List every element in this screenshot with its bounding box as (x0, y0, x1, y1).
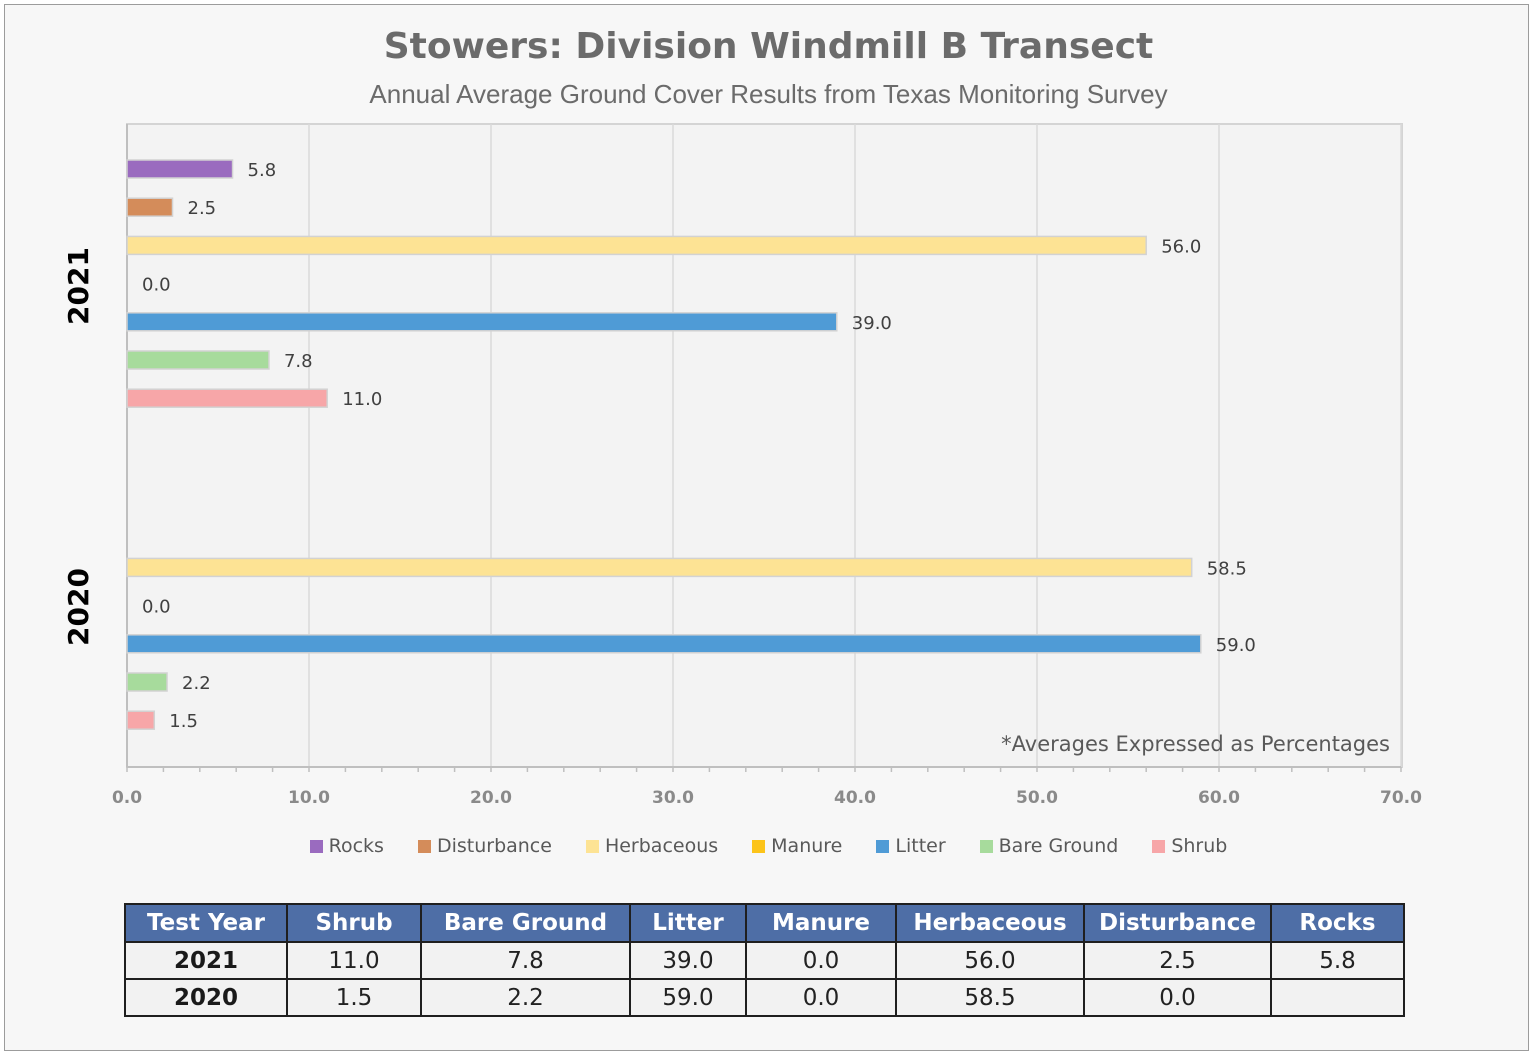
table-cell: 56.0 (895, 941, 1085, 980)
legend-item-disturbance: Disturbance (417, 835, 552, 857)
data-label-2021-manure: 0.0 (142, 275, 171, 296)
data-label-2020-manure: 0.0 (142, 597, 171, 618)
x-tick-label: 60.0 (1198, 788, 1240, 808)
table-row: 2021 11.0 7.8 39.0 0.0 56.0 2.5 5.8 (124, 941, 1405, 980)
data-label-2021-shrub: 11.0 (342, 389, 382, 410)
data-label-2021-disturbance: 2.5 (188, 198, 217, 219)
legend-item-litter: Litter (876, 835, 946, 857)
x-tick-label: 20.0 (470, 788, 512, 808)
table-cell: 58.5 (895, 978, 1085, 1017)
legend-swatch (752, 839, 766, 853)
data-label-2021-litter: 39.0 (852, 313, 892, 334)
table-header-cell: Shrub (286, 903, 422, 943)
data-label-2020-bare-ground: 2.2 (182, 673, 211, 694)
bars (126, 159, 1202, 730)
data-label-2020-shrub: 1.5 (169, 711, 198, 732)
table-cell: 2.5 (1083, 941, 1272, 980)
legend-label: Manure (771, 835, 843, 857)
legend-label: Shrub (1171, 835, 1228, 857)
table-cell: 11.0 (286, 941, 422, 980)
x-axis-tick-labels: 0.0 10.0 20.0 30.0 40.0 50.0 60.0 70.0 (112, 788, 1422, 808)
table-cell: 39.0 (629, 941, 747, 980)
table-row: 2020 1.5 2.2 59.0 0.0 58.5 0.0 (124, 978, 1405, 1017)
table-header-cell: Bare Ground (420, 903, 631, 943)
legend-swatch (417, 839, 431, 853)
table-year-cell: 2021 (124, 941, 288, 980)
legend-swatch (1152, 839, 1166, 853)
legend-swatch (309, 839, 323, 853)
legend-label: Herbaceous (604, 835, 719, 857)
chart-plot: 5.8 2.5 56.0 0.0 39.0 7.8 11.0 58.5 0.0 59.0 2.2 1.… (62, 123, 1422, 808)
bar-2021-shrub (126, 388, 328, 408)
bar-labels: 5.8 2.5 56.0 0.0 39.0 7.8 11.0 58.5 0.0 59.0 2.2 1.… (142, 160, 1256, 732)
legend: Rocks Disturbance Herbaceous Manure Litter Ba… (0, 835, 1537, 857)
legend-item-manure: Manure (752, 835, 842, 857)
legend-label: Disturbance (436, 835, 552, 857)
data-label-2020-litter: 59.0 (1216, 635, 1256, 656)
chart-subtitle: Annual Average Ground Cover Results from… (369, 79, 1168, 109)
legend-swatch (979, 839, 993, 853)
data-label-2021-bare-ground: 7.8 (284, 351, 313, 372)
legend-item-herbaceous: Herbaceous (585, 835, 719, 857)
table-header-cell: Litter (629, 903, 747, 943)
table-cell: 0.0 (745, 941, 897, 980)
plot-area (126, 123, 1403, 768)
table-header-cell: Herbaceous (895, 903, 1085, 943)
table-cell: 7.8 (420, 941, 631, 980)
bar-2020-litter (126, 634, 1202, 654)
x-tick-label: 40.0 (834, 788, 876, 808)
legend-label: Bare Ground (998, 835, 1119, 857)
table-header-cell: Disturbance (1083, 903, 1272, 943)
table-header-row: Test Year Shrub Bare Ground Litter Manur… (124, 903, 1405, 943)
x-tick-label: 10.0 (288, 788, 330, 808)
x-tick-label: 0.0 (112, 788, 142, 808)
table-cell (1270, 978, 1405, 1017)
data-label-2021-herbaceous: 56.0 (1161, 236, 1201, 257)
legend-item-shrub: Shrub (1152, 835, 1227, 857)
bar-2020-shrub (126, 710, 156, 730)
x-tick-label: 50.0 (1016, 788, 1058, 808)
table-header-cell: Test Year (124, 903, 288, 943)
legend-label: Litter (895, 835, 946, 857)
table-year-cell: 2020 (124, 978, 288, 1017)
minor-ticks (126, 767, 1402, 772)
data-table: Test Year Shrub Bare Ground Litter Manur… (124, 903, 1405, 1017)
bar-2020-herbaceous (126, 557, 1193, 578)
x-tick-label: 30.0 (652, 788, 694, 808)
bar-2021-bare-ground (126, 350, 270, 370)
table-cell: 5.8 (1270, 941, 1405, 980)
legend-item-bare-ground: Bare Ground (979, 835, 1119, 857)
group-label-2021: 2021 (62, 247, 95, 325)
gridlines (126, 124, 1402, 768)
table-cell: 0.0 (1083, 978, 1272, 1017)
table-header-cell: Manure (745, 903, 897, 943)
legend-swatch (876, 839, 890, 853)
x-tick-label: 70.0 (1380, 788, 1422, 808)
legend-item-rocks: Rocks (309, 835, 384, 857)
chart-note: *Averages Expressed as Percentages (1001, 732, 1390, 756)
legend-swatch (585, 839, 599, 853)
table-cell: 1.5 (286, 978, 422, 1017)
table-cell: 59.0 (629, 978, 747, 1017)
bar-2021-rocks (126, 159, 234, 179)
legend-label: Rocks (328, 835, 384, 857)
bar-2021-litter (126, 312, 838, 332)
table-cell: 0.0 (745, 978, 897, 1017)
chart-title: Stowers: Division Windmill B Transect (383, 26, 1154, 67)
data-label-2021-rocks: 5.8 (248, 160, 277, 181)
group-label-2020: 2020 (62, 568, 95, 646)
bar-2021-herbaceous (126, 235, 1147, 256)
bar-2021-disturbance (126, 197, 174, 217)
table-header-cell: Rocks (1270, 903, 1405, 943)
table-cell: 2.2 (420, 978, 631, 1017)
bar-2020-bare-ground (126, 672, 168, 692)
data-label-2020-herbaceous: 58.5 (1207, 558, 1247, 579)
